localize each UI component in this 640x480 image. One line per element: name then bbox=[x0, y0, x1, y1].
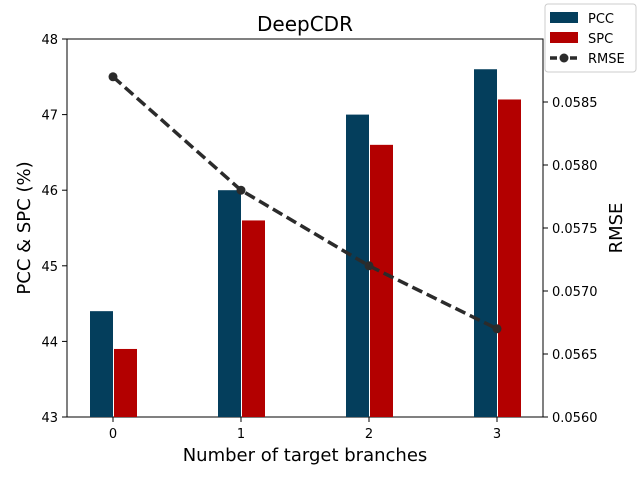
bar-pcc-1 bbox=[218, 190, 241, 417]
y-tick-label-right-0.0575: 0.0575 bbox=[552, 222, 598, 237]
bar-spc-3 bbox=[498, 99, 521, 417]
legend-marker-rmse bbox=[559, 53, 569, 63]
x-tick-label-2: 2 bbox=[365, 427, 373, 442]
y-tick-label-right-0.0585: 0.0585 bbox=[552, 96, 598, 111]
bar-pcc-0 bbox=[90, 311, 113, 417]
legend-label-pcc: PCC bbox=[588, 12, 614, 27]
x-tick-label-3: 3 bbox=[493, 427, 501, 442]
legend-label-spc: SPC bbox=[588, 32, 613, 47]
y-tick-label-right-0.0580: 0.0580 bbox=[552, 159, 598, 174]
bar-pcc-3 bbox=[474, 69, 497, 418]
bar-spc-0 bbox=[114, 348, 137, 417]
y-tick-label-right-0.0560: 0.0560 bbox=[552, 411, 598, 426]
y-axis-label-right: RMSE bbox=[606, 203, 627, 254]
y-tick-label-left-48: 48 bbox=[41, 33, 58, 48]
line-layer bbox=[108, 72, 502, 334]
bar-pcc-2 bbox=[346, 114, 369, 417]
point-rmse-3 bbox=[492, 324, 502, 334]
bar-spc-1 bbox=[242, 220, 265, 417]
y-tick-label-right-0.0565: 0.0565 bbox=[552, 348, 598, 363]
y-tick-label-right-0.0570: 0.0570 bbox=[552, 285, 598, 300]
y-tick-label-left-43: 43 bbox=[41, 411, 58, 426]
x-tick-label-1: 1 bbox=[237, 427, 245, 442]
legend: PCC SPC RMSE bbox=[544, 3, 637, 73]
y-tick-label-left-46: 46 bbox=[41, 184, 58, 199]
legend-swatch-spc bbox=[550, 32, 578, 43]
y-tick-label-left-47: 47 bbox=[41, 109, 58, 124]
point-rmse-2 bbox=[364, 261, 374, 271]
x-axis-label: Number of target branches bbox=[183, 445, 428, 466]
point-rmse-1 bbox=[236, 185, 246, 195]
legend-swatch-pcc bbox=[550, 12, 578, 23]
chart-title: DeepCDR bbox=[257, 12, 353, 36]
y-tick-label-left-45: 45 bbox=[41, 260, 58, 275]
y-tick-label-left-44: 44 bbox=[41, 335, 58, 350]
legend-label-rmse: RMSE bbox=[588, 52, 625, 67]
y-axis-label-left: PCC & SPC (%) bbox=[14, 161, 35, 294]
x-tick-label-0: 0 bbox=[109, 427, 117, 442]
point-rmse-0 bbox=[108, 72, 118, 82]
axes-layer: 0 1 2 3 43 44 45 46 47 48 0.0560 0.0565 0.0570 0.0575… bbox=[41, 33, 597, 442]
line-rmse bbox=[111, 75, 498, 331]
bar-spc-2 bbox=[370, 144, 393, 417]
bar-layer bbox=[90, 69, 521, 418]
